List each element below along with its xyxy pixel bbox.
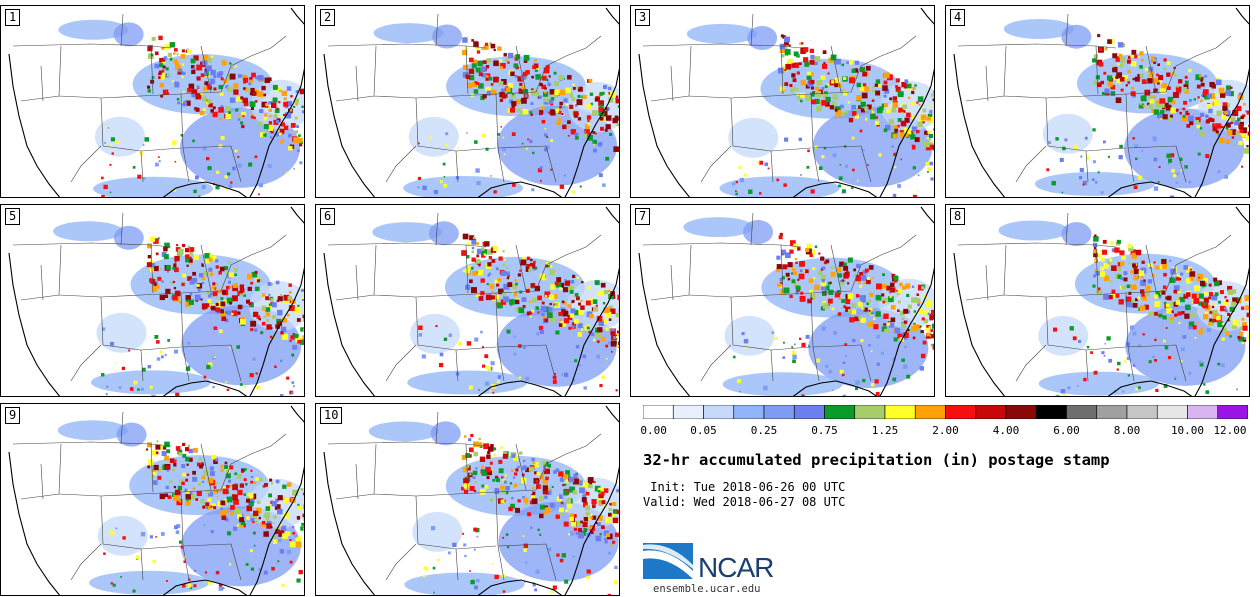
- state-borders: [12, 411, 287, 581]
- colorbar-segment: [1156, 405, 1188, 419]
- coastline: [323, 206, 619, 396]
- member-panel-2: 2: [315, 5, 620, 198]
- precip-map: [8, 405, 304, 595]
- colorbar-tick-label: 6.00: [1053, 424, 1080, 437]
- state-borders: [12, 13, 287, 183]
- colorbar-segment: [643, 405, 674, 419]
- precip-field: [368, 421, 619, 595]
- valid-time: Valid: Wed 2018-06-27 08 UTC: [643, 495, 846, 509]
- coastline: [323, 7, 619, 197]
- precip-map: [638, 7, 934, 197]
- member-panel-4: 4: [945, 5, 1250, 198]
- member-panel-6: 6: [315, 204, 620, 397]
- precip-field: [372, 221, 619, 395]
- member-label: 4: [950, 9, 966, 26]
- colorbar-tick-label: 0.05: [690, 424, 717, 437]
- state-borders: [12, 212, 287, 382]
- precip-map: [323, 206, 619, 396]
- precip-field: [373, 23, 619, 197]
- coastline: [638, 206, 934, 396]
- member-label: 1: [5, 9, 21, 26]
- colorbar-segment: [884, 405, 916, 419]
- member-label: 8: [950, 208, 966, 225]
- init-time: Init: Tue 2018-06-26 00 UTC: [643, 480, 846, 494]
- colorbar-segment: [1126, 405, 1158, 419]
- colorbar-segment: [824, 405, 856, 419]
- colorbar-segment: [1096, 405, 1128, 419]
- state-borders: [327, 212, 602, 382]
- precip-map: [8, 206, 304, 396]
- colorbar-segment: [793, 405, 825, 419]
- member-label: 9: [5, 407, 21, 424]
- precip-field: [58, 19, 304, 197]
- coastline: [8, 405, 304, 595]
- colorbar-segment: [975, 405, 1007, 419]
- member-panel-1: 1: [0, 5, 305, 198]
- state-borders: [642, 13, 917, 183]
- colorbar-tick-label: 1.25: [871, 424, 899, 437]
- colorbar-segment: [945, 405, 977, 419]
- colorbar-segment: [1035, 405, 1067, 419]
- colorbar-tick-label: 0.25: [750, 424, 778, 437]
- colorbar-segment: [733, 405, 765, 419]
- member-panel-3: 3: [630, 5, 935, 198]
- colorbar-tick-label: 4.00: [992, 424, 1020, 437]
- state-borders: [957, 212, 1232, 382]
- precip-field: [683, 217, 934, 396]
- coastline: [953, 206, 1249, 396]
- colorbar-segment: [1005, 405, 1037, 419]
- precip-field: [686, 23, 934, 197]
- colorbar-tick-label: 8.00: [1113, 424, 1141, 437]
- colorbar-segment: [703, 405, 735, 419]
- member-label: 3: [635, 9, 651, 26]
- state-borders: [327, 411, 602, 581]
- member-panel-5: 5: [0, 204, 305, 397]
- member-label: 5: [5, 208, 21, 225]
- precip-field: [57, 420, 304, 595]
- ncar-logo-text: NCAR: [698, 552, 774, 583]
- colorbar-tick-label: 0.00: [640, 424, 667, 437]
- precip-colorbar: [643, 405, 1248, 419]
- coastline: [953, 7, 1249, 197]
- coastline: [8, 206, 304, 396]
- colorbar-segment: [1187, 405, 1219, 419]
- precip-field: [998, 220, 1249, 396]
- member-panel-7: 7: [630, 204, 935, 397]
- page-title: 32-hr accumulated precipitation (in) pos…: [643, 451, 1110, 469]
- ncar-logo-icon: [643, 543, 693, 579]
- member-label: 10: [320, 407, 343, 424]
- precip-field: [1003, 18, 1249, 197]
- state-borders: [327, 13, 602, 183]
- colorbar-tick-label: 2.00: [932, 424, 959, 437]
- state-borders: [642, 212, 917, 382]
- member-panel-10: 10: [315, 403, 620, 596]
- colorbar-segment: [763, 405, 795, 419]
- precip-field: [53, 221, 304, 396]
- site-url: ensemble.ucar.edu: [653, 583, 761, 595]
- precip-map: [953, 7, 1249, 197]
- precip-map: [323, 7, 619, 197]
- coastline: [8, 7, 304, 197]
- precip-map: [638, 206, 934, 396]
- colorbar-segment: [854, 405, 886, 419]
- coastline: [638, 7, 934, 197]
- colorbar-tick-label: 10.00: [1170, 424, 1205, 437]
- precip-map: [8, 7, 304, 197]
- member-label: 6: [320, 208, 336, 225]
- member-panel-9: 9: [0, 403, 305, 596]
- colorbar-tick-label: 0.75: [811, 424, 838, 437]
- state-borders: [957, 13, 1232, 183]
- colorbar-tick-label: 12.00: [1213, 424, 1247, 437]
- precip-map: [323, 405, 619, 595]
- colorbar-segment: [1217, 405, 1248, 419]
- member-label: 7: [635, 208, 651, 225]
- colorbar-segment: [914, 405, 946, 419]
- member-panel-8: 8: [945, 204, 1250, 397]
- colorbar-segment: [1066, 405, 1098, 419]
- coastline: [323, 405, 619, 595]
- precip-map: [953, 206, 1249, 396]
- member-label: 2: [320, 9, 336, 26]
- colorbar-segment: [672, 405, 704, 419]
